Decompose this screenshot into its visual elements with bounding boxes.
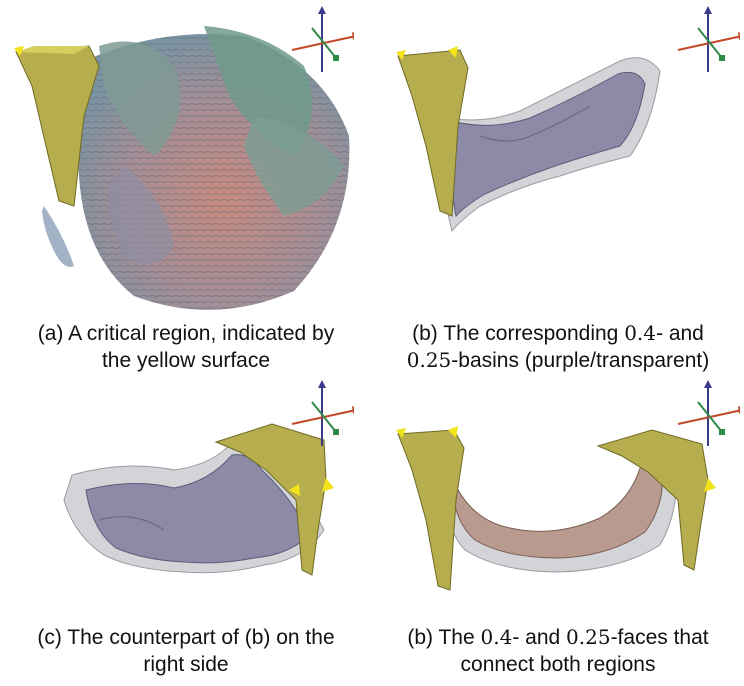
caption-c-line1: (c) The counterpart of (b) on the [37,626,335,649]
yellow-critical-surface [396,46,469,217]
yellow-critical-surface [214,423,334,576]
axis-triad-icon [291,380,354,446]
caption-b-line2: 0.25-basins (purple/transparent) [406,348,710,372]
panel-a [4,6,354,324]
caption-b-line1: (b) The corresponding 0.4- and [412,321,704,345]
yellow-critical-surface [396,426,716,591]
purple-basin [450,71,646,218]
panel-d [390,360,740,678]
caption-a-line1: (a) A critical region, indicated by [37,322,335,345]
fiber-streamlines [42,26,350,310]
panel-b-render [396,6,740,233]
panel-d-render [396,380,740,591]
axis-triad-icon [677,380,740,446]
caption-a: (a) A critical region, indicated by the … [0,320,372,374]
caption-d-line2: connect both regions [460,653,656,676]
panel-b [390,6,740,324]
yellow-critical-surface [14,45,100,207]
panel-a-render [14,6,354,310]
caption-c-line2: right side [143,653,229,676]
caption-d: (b) The 0.4- and 0.25-faces that connect… [372,624,744,678]
caption-c: (c) The counterpart of (b) on the right … [0,624,372,678]
caption-a-line2: the yellow surface [101,349,271,372]
caption-b: (b) The corresponding 0.4- and 0.25-basi… [372,320,744,374]
caption-d-line1: (b) The 0.4- and 0.25-faces that [407,625,709,649]
axis-triad-icon [677,6,740,72]
axis-triad-icon [291,6,354,72]
panel-c [4,360,354,678]
panel-c-render [63,380,354,576]
